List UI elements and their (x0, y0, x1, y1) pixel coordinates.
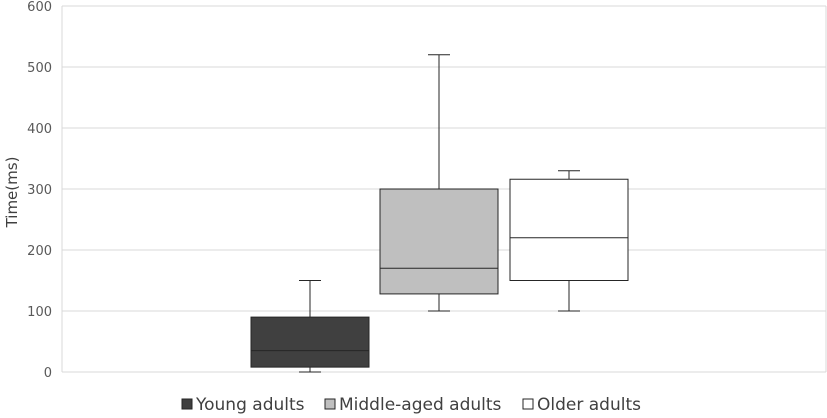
y-tick-label: 100 (27, 305, 52, 320)
legend-item-1: Young adults (181, 395, 305, 415)
box-3 (509, 170, 629, 312)
box-2 (379, 54, 499, 312)
legend-swatch (324, 398, 336, 410)
legend: Young adults Middle-aged adults Older adul… (181, 395, 641, 415)
y-axis-title: Time(ms) (3, 157, 21, 229)
iqr-box (509, 178, 629, 282)
legend-label: Middle-aged adults (339, 395, 502, 415)
legend-label: Older adults (537, 395, 641, 415)
y-tick-label: 400 (27, 122, 52, 137)
iqr-box (250, 316, 370, 368)
box-1 (250, 280, 370, 373)
legend-item-2: Middle-aged adults (324, 395, 502, 415)
legend-item-3: Older adults (522, 395, 641, 415)
y-tick-label: 600 (27, 0, 52, 15)
box-series (250, 54, 629, 373)
legend-swatch (522, 398, 534, 410)
legend-label: Young adults (195, 395, 305, 415)
y-tick-label: 500 (27, 61, 52, 76)
iqr-box (379, 188, 499, 295)
legend-swatch (181, 398, 193, 410)
y-tick-label: 0 (44, 366, 52, 381)
y-tick-label: 300 (27, 183, 52, 198)
y-tick-label: 200 (27, 244, 52, 259)
y-axis-ticks: 0 100 200 300 400 500 600 (27, 0, 52, 381)
